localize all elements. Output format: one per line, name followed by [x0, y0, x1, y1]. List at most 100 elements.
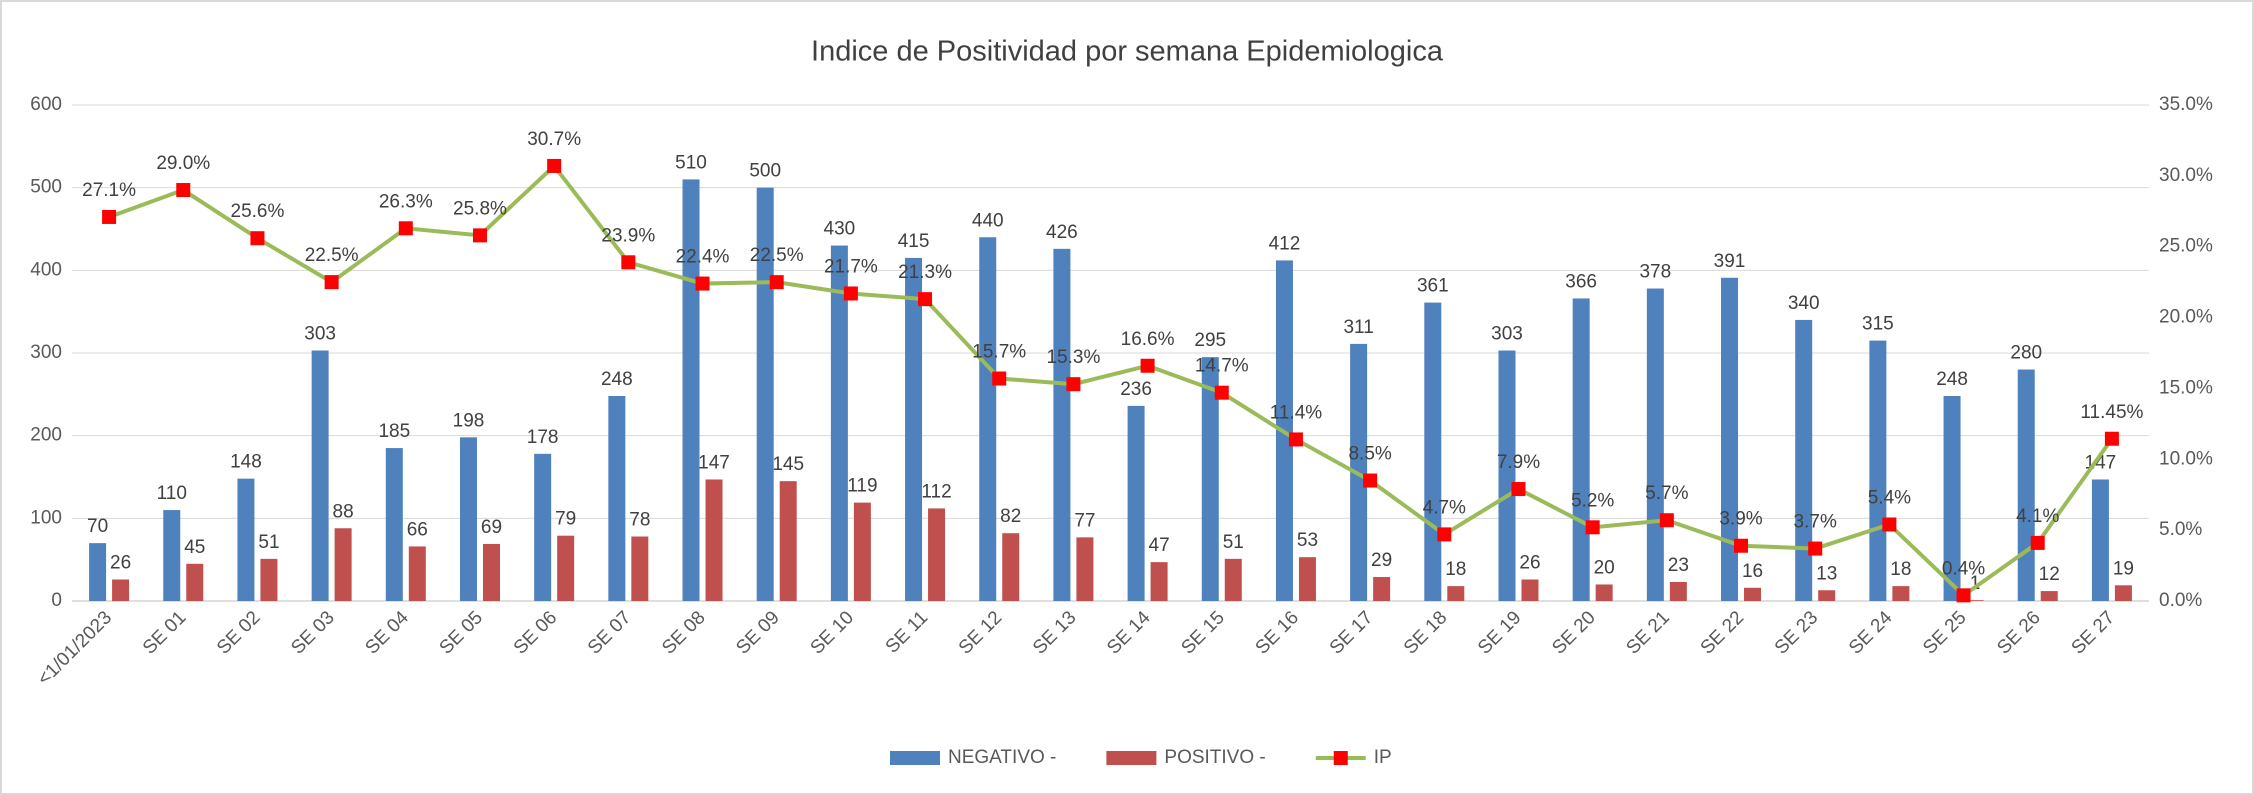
data-label: 29	[1371, 550, 1392, 571]
bar	[1669, 581, 1687, 601]
data-label: 198	[453, 410, 485, 431]
data-label: 295	[1194, 330, 1226, 351]
line-marker	[1214, 385, 1229, 400]
data-label: 119	[847, 476, 877, 497]
y2-tick-label: 30.0%	[2159, 165, 2213, 186]
line-marker	[1808, 541, 1823, 556]
y2-tick-label: 25.0%	[2159, 236, 2213, 257]
bar	[928, 508, 946, 601]
y-tick-label: 0	[51, 590, 62, 611]
line-marker	[1140, 358, 1155, 373]
y2-tick-label: 15.0%	[2159, 377, 2213, 398]
data-label: 340	[1788, 293, 1820, 314]
bar	[1224, 558, 1242, 601]
data-label: 22.5%	[305, 245, 359, 266]
bar	[1201, 357, 1219, 601]
data-label: 0.4%	[1942, 558, 1985, 579]
bar	[905, 257, 923, 601]
bar	[1721, 277, 1739, 601]
bar	[1373, 577, 1391, 601]
bar	[1447, 586, 1465, 601]
data-label: 25.8%	[453, 198, 507, 219]
data-label: 22.5%	[750, 245, 804, 266]
bar	[186, 563, 204, 601]
bar	[1869, 340, 1887, 601]
data-label: 27.1%	[82, 180, 136, 201]
bar	[1818, 590, 1836, 601]
data-label: 26	[110, 553, 131, 574]
bar	[1150, 562, 1168, 601]
data-label: 51	[258, 532, 279, 553]
data-label: 412	[1269, 233, 1301, 254]
line-marker	[250, 231, 265, 246]
bar	[1572, 298, 1590, 601]
line-marker	[769, 275, 784, 290]
bar	[1002, 533, 1020, 601]
data-label: 391	[1714, 251, 1746, 272]
chart-title: Indice de Positividad por semana Epidemi…	[811, 36, 1444, 68]
data-label: 45	[184, 537, 205, 558]
data-label: 11.4%	[1270, 402, 1323, 423]
line-marker	[843, 286, 858, 301]
data-label: 145	[772, 454, 804, 475]
bar	[682, 179, 700, 601]
bar	[2040, 591, 2058, 601]
data-label: 5.4%	[1868, 487, 1911, 508]
y-tick-label: 600	[30, 94, 62, 115]
data-label: 30.7%	[527, 129, 581, 150]
bar	[1943, 395, 1961, 601]
line-marker	[2104, 431, 2119, 446]
data-label: 88	[333, 501, 354, 522]
y-tick-label: 200	[30, 425, 62, 446]
data-label: 3.7%	[1794, 512, 1837, 533]
bar	[1076, 537, 1094, 601]
line-marker	[2030, 535, 2045, 550]
data-label: 185	[378, 421, 410, 442]
bar	[334, 528, 352, 601]
bar	[1744, 587, 1762, 601]
bar	[1795, 319, 1813, 601]
line-marker	[547, 158, 562, 173]
legend-swatch	[1106, 751, 1157, 765]
bar	[1424, 302, 1442, 601]
data-label: 47	[1149, 535, 1170, 556]
data-label: 18	[1445, 559, 1466, 580]
data-label: 14.7%	[1195, 356, 1249, 377]
bar	[1892, 586, 1910, 601]
line-marker	[1363, 473, 1378, 488]
data-label: 147	[698, 452, 730, 473]
data-label: 7.9%	[1497, 452, 1540, 473]
data-label: 51	[1223, 532, 1244, 553]
data-label: 18	[1890, 559, 1911, 580]
bar	[1298, 557, 1316, 601]
data-label: 8.5%	[1348, 444, 1391, 465]
data-label: 13	[1816, 563, 1837, 584]
data-label: 148	[230, 452, 262, 473]
y-tick-label: 300	[30, 342, 62, 363]
bar	[1127, 405, 1145, 601]
data-label: 19	[2113, 558, 2134, 579]
data-label: 248	[1936, 369, 1968, 390]
y-tick-label: 400	[30, 259, 62, 280]
line-marker	[695, 276, 710, 291]
data-label: 15.7%	[972, 342, 1026, 363]
data-label: 29.0%	[156, 153, 210, 174]
line	[108, 162, 2114, 598]
bar	[459, 437, 477, 601]
legend-label: NEGATIVO -	[948, 747, 1056, 768]
bar	[237, 478, 255, 601]
data-label: 21.3%	[898, 262, 952, 283]
bar	[853, 502, 871, 601]
bar	[89, 543, 107, 601]
bar	[311, 350, 329, 601]
data-label: 16.6%	[1121, 329, 1175, 350]
data-label: 1	[1970, 573, 1981, 594]
data-label: 5.7%	[1645, 483, 1688, 504]
line-marker	[1882, 517, 1897, 532]
data-label: 378	[1639, 262, 1671, 283]
line-marker	[992, 371, 1007, 386]
line-marker	[918, 292, 933, 307]
data-label: 415	[898, 231, 930, 252]
bar	[2017, 369, 2035, 601]
